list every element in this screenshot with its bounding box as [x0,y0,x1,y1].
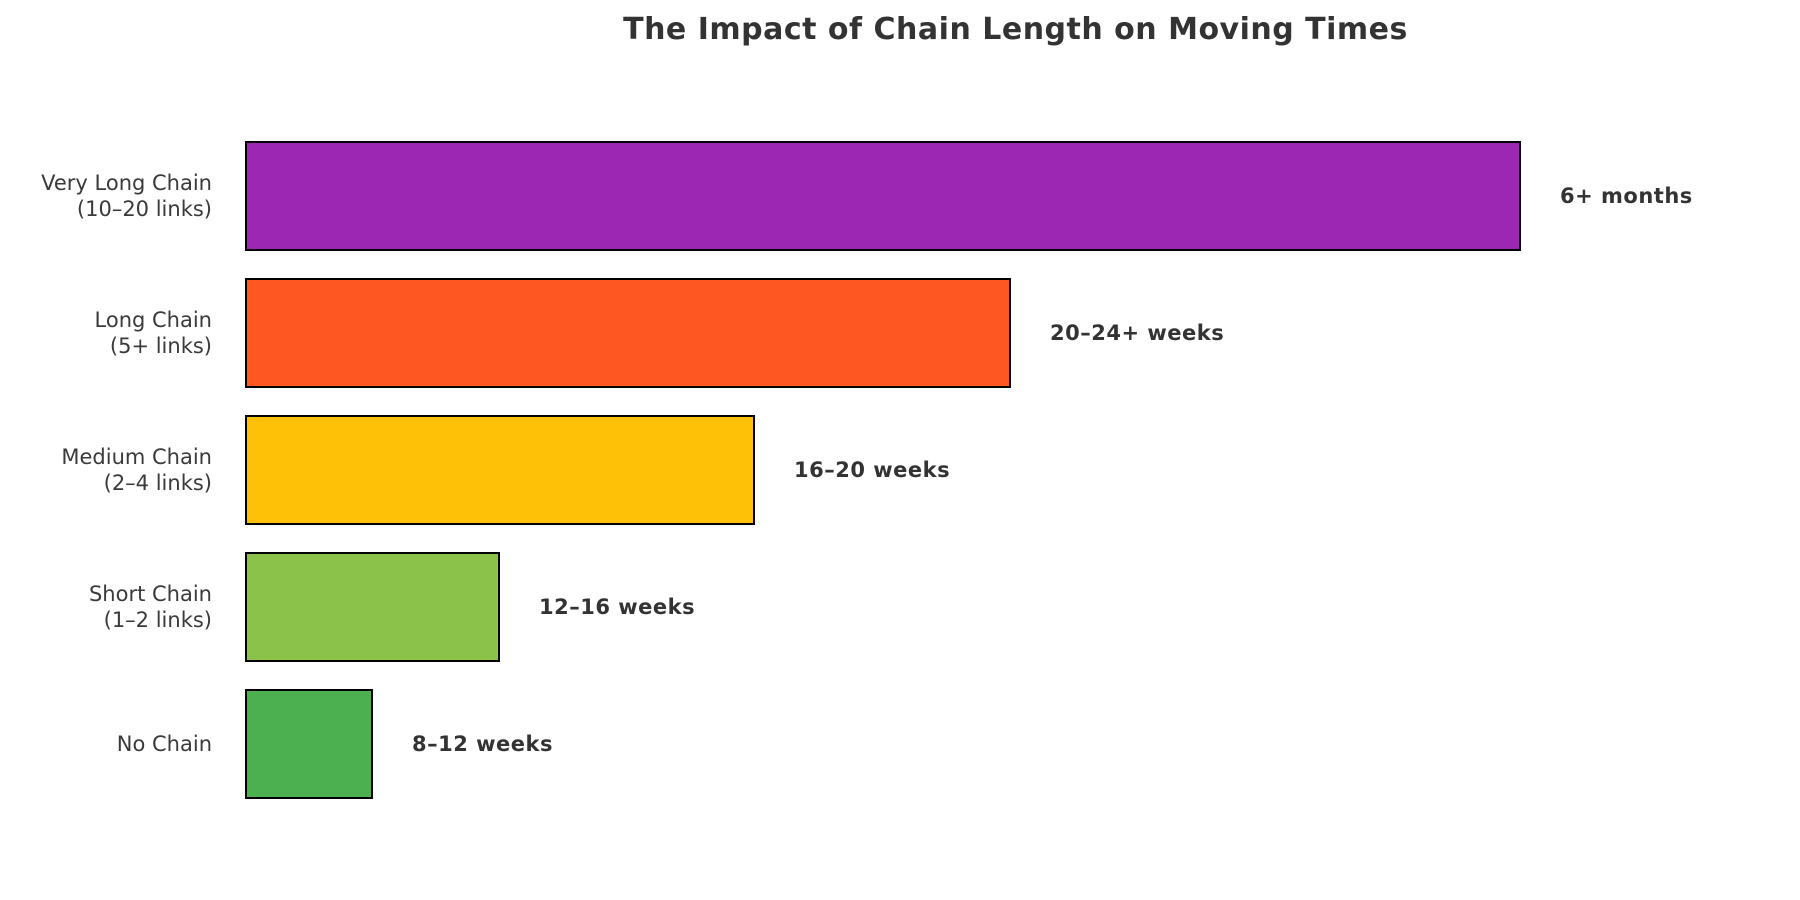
category-label-line2: (1–2 links) [103,608,212,632]
category-label-line1: Very Long Chain [41,171,212,195]
chart-row: Short Chain (1–2 links) 12–16 weeks [0,552,1800,662]
chart-row: Long Chain (5+ links) 20–24+ weeks [0,278,1800,388]
bar[interactable] [245,141,1521,251]
category-label: No Chain [0,731,212,757]
category-label-line1: No Chain [116,732,212,756]
bar[interactable] [245,415,755,525]
value-label: 12–16 weeks [539,595,696,619]
value-label: 20–24+ weeks [1050,321,1225,345]
value-label: 6+ months [1560,184,1693,208]
category-label: Very Long Chain (10–20 links) [0,170,212,222]
value-label: 16–20 weeks [794,458,951,482]
category-label: Medium Chain (2–4 links) [0,444,212,496]
chart-row: No Chain 8–12 weeks [0,689,1800,799]
bar[interactable] [245,552,500,662]
bar[interactable] [245,278,1011,388]
category-label: Long Chain (5+ links) [0,307,212,359]
category-label-line1: Long Chain [94,308,212,332]
chart-row: Very Long Chain (10–20 links) 6+ months [0,141,1800,251]
category-label-line1: Short Chain [88,582,212,606]
category-label-line2: (10–20 links) [76,197,212,221]
category-label-line1: Medium Chain [61,445,212,469]
category-label-line2: (5+ links) [109,334,212,358]
value-label: 8–12 weeks [412,732,553,756]
category-label-line2: (2–4 links) [103,471,212,495]
category-label: Short Chain (1–2 links) [0,581,212,633]
bar[interactable] [245,689,373,799]
chart-title: The Impact of Chain Length on Moving Tim… [623,12,1408,47]
chart-row: Medium Chain (2–4 links) 16–20 weeks [0,415,1800,525]
